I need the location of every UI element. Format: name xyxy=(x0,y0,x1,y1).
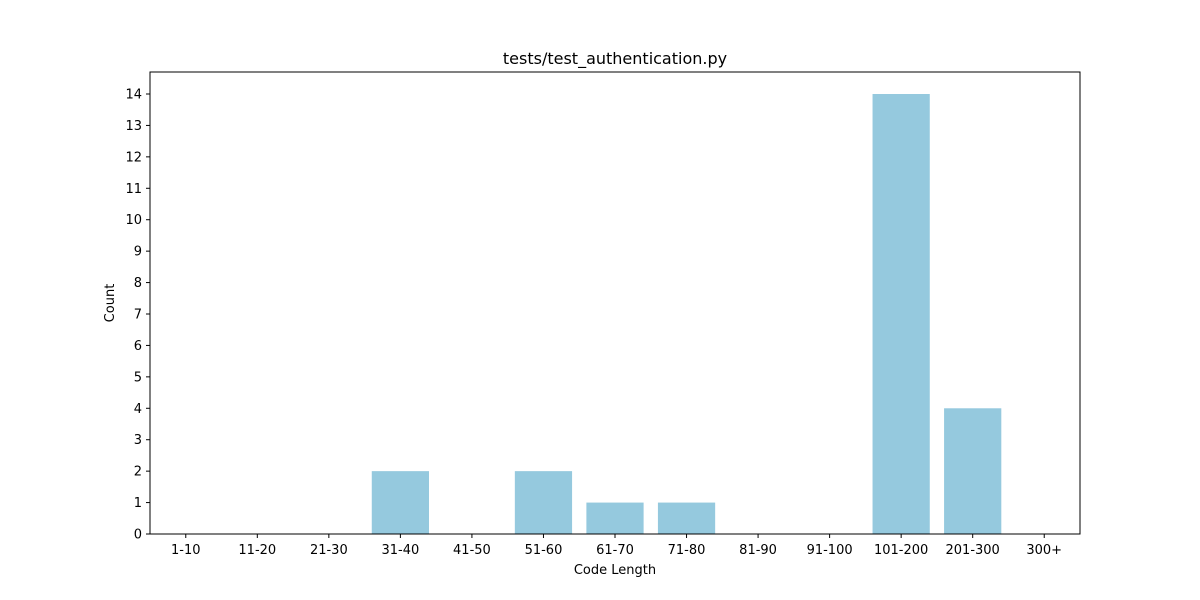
chart-title: tests/test_authentication.py xyxy=(503,49,727,69)
x-tick-label: 81-90 xyxy=(739,543,777,558)
y-tick-label: 10 xyxy=(125,213,142,228)
x-tick-label: 31-40 xyxy=(381,543,419,558)
x-tick-label: 61-70 xyxy=(596,543,634,558)
x-tick-label: 91-100 xyxy=(807,543,853,558)
y-tick-label: 2 xyxy=(134,465,142,480)
x-axis: 1-10 11-20 21-30 31-40 41-50 51-60 61-70 71-80 8… xyxy=(171,534,1062,558)
x-tick-label: 51-60 xyxy=(525,543,563,558)
y-tick-label: 12 xyxy=(125,150,142,165)
x-tick-label: 101-200 xyxy=(874,543,928,558)
bar-71-80 xyxy=(657,502,716,534)
y-tick-label: 0 xyxy=(134,528,142,543)
x-tick-label: 1-10 xyxy=(171,543,201,558)
y-tick-label: 3 xyxy=(134,433,142,448)
bar-201-300 xyxy=(944,408,1002,534)
x-axis-label: Code Length xyxy=(574,563,656,578)
x-tick-label: 201-300 xyxy=(946,543,1000,558)
y-tick-label: 6 xyxy=(134,339,142,354)
y-axis-label: Count xyxy=(103,284,118,323)
y-tick-label: 4 xyxy=(134,402,142,417)
y-tick-label: 14 xyxy=(125,88,142,103)
y-tick-label: 1 xyxy=(134,496,142,511)
plot-frame xyxy=(149,71,1081,535)
y-tick-label: 11 xyxy=(125,182,142,197)
x-tick-label: 11-20 xyxy=(238,543,276,558)
x-tick-label: 71-80 xyxy=(668,543,706,558)
bar-31-40 xyxy=(371,471,429,534)
bar-51-60 xyxy=(514,471,573,534)
y-tick-label: 7 xyxy=(134,308,142,323)
y-tick-label: 9 xyxy=(134,245,142,260)
bars-group xyxy=(371,94,1002,534)
bar-61-70 xyxy=(586,502,644,534)
x-tick-label: 300+ xyxy=(1026,543,1062,558)
y-tick-label: 13 xyxy=(125,119,142,134)
x-tick-label: 41-50 xyxy=(453,543,491,558)
y-tick-label: 8 xyxy=(134,276,142,291)
x-tick-label: 21-30 xyxy=(310,543,348,558)
bar-101-200 xyxy=(872,94,930,534)
y-tick-label: 5 xyxy=(134,370,142,385)
